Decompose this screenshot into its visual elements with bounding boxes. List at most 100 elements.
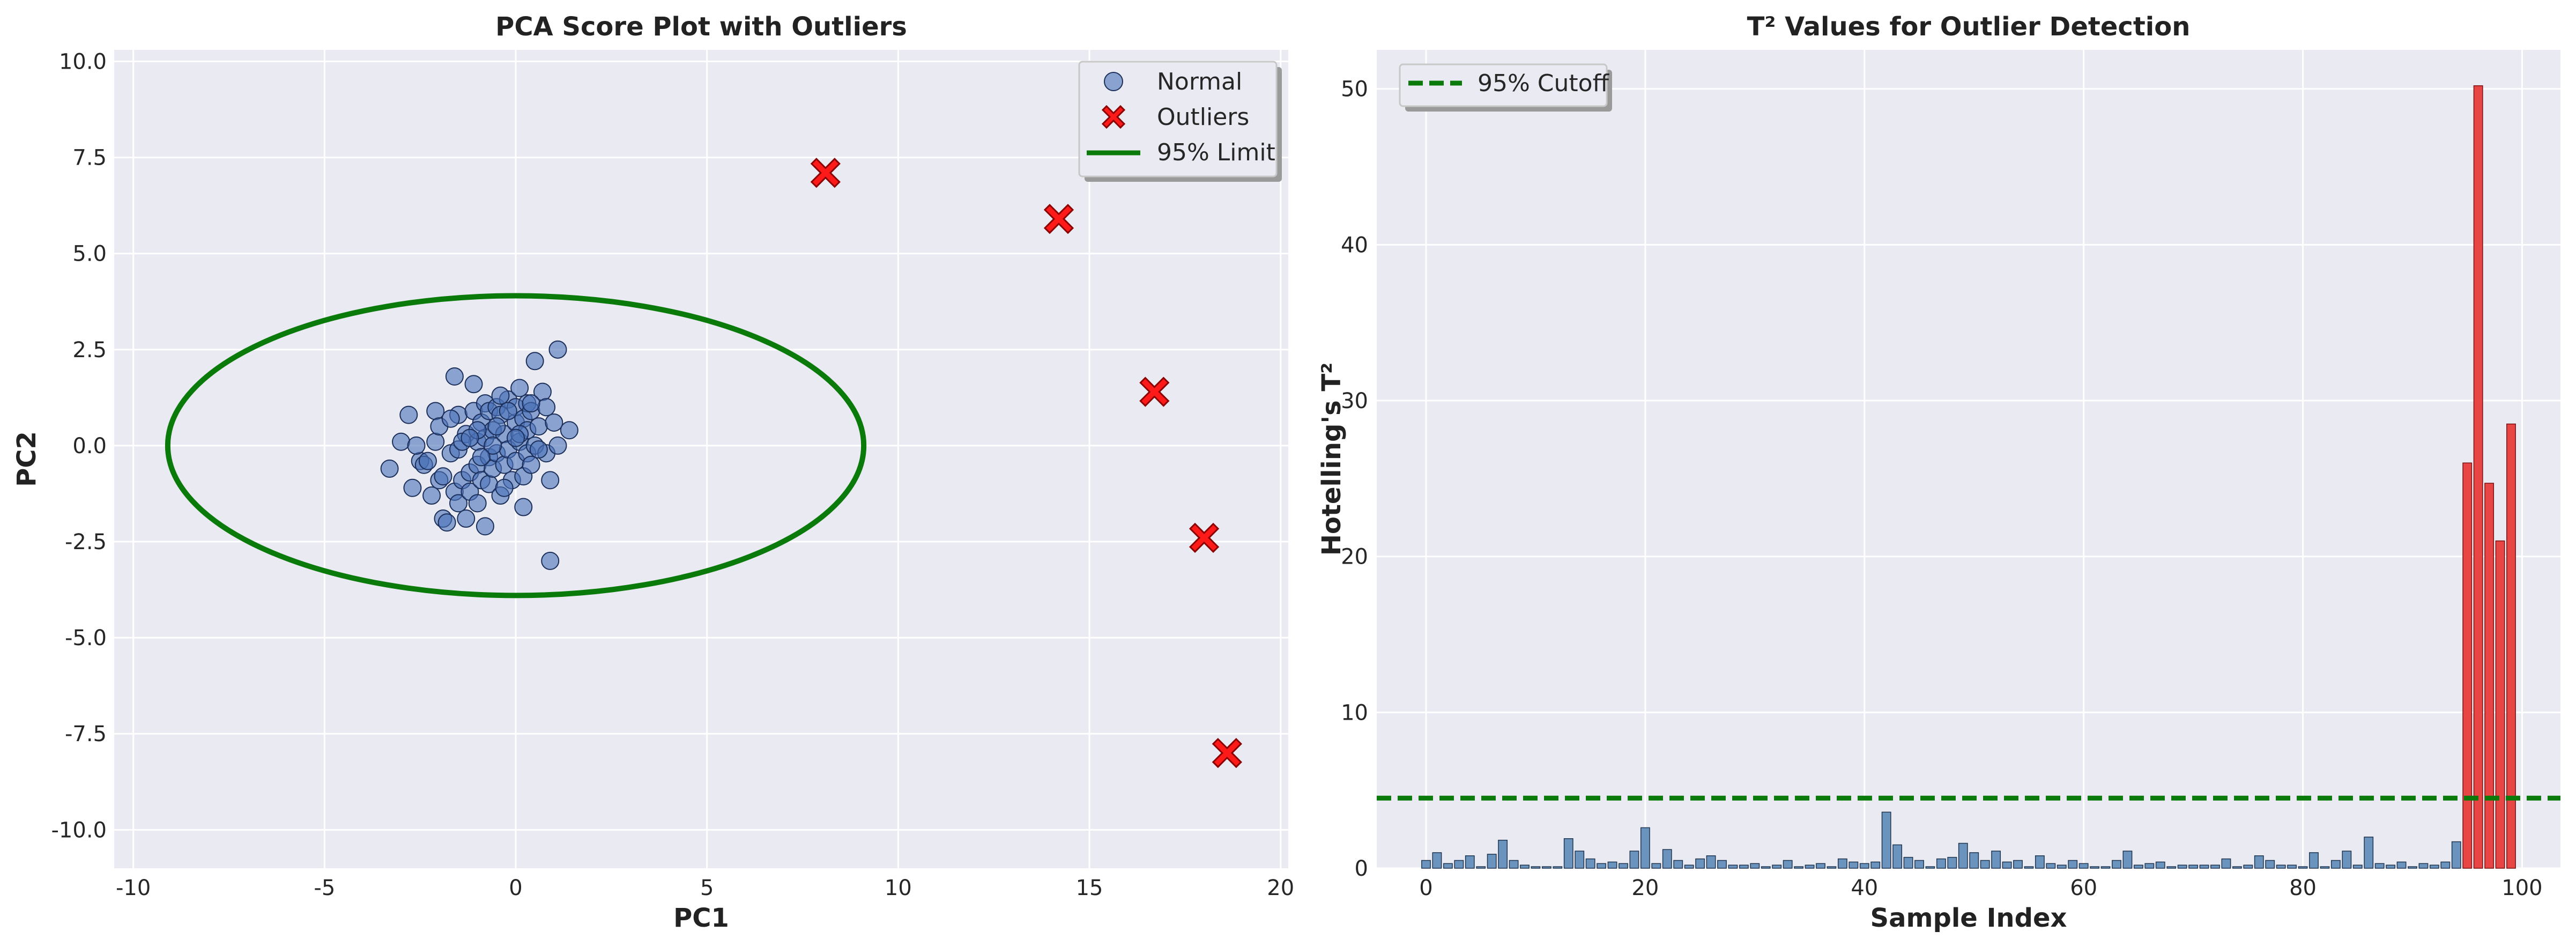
pca-normal-point — [495, 478, 514, 497]
pca-normal-point — [472, 448, 491, 467]
t2-bar — [1936, 858, 1946, 869]
pca-normal-point — [507, 428, 525, 447]
t2-y-tick-label: 30 — [1341, 389, 1368, 413]
t2-bar — [2276, 864, 2286, 869]
pca-x-tick-label: 5 — [700, 876, 714, 900]
t2-bar — [1881, 811, 1891, 869]
t2-bar — [2078, 863, 2089, 869]
pca-y-tick-label: 2.5 — [72, 338, 107, 363]
t2-bar — [1662, 849, 1672, 869]
t2-bar — [1849, 861, 1859, 869]
t2-bar — [1914, 860, 1924, 869]
t2-bar — [1783, 860, 1793, 869]
t2-bar — [1597, 863, 1607, 869]
pca-normal-point — [380, 459, 399, 478]
pca-95-limit-ellipse-path — [165, 293, 867, 598]
t2-bar-chart: 0 20 40 60 80 100 0 10 20 30 40 50 T² Values for O… — [1317, 12, 2560, 933]
t2-bar — [1487, 854, 1497, 869]
t2-bar — [1837, 858, 1847, 869]
t2-bar — [2046, 863, 2056, 869]
legend-normal-marker — [1104, 72, 1123, 91]
t2-bar — [2057, 864, 2067, 869]
pca-normal-point — [525, 352, 544, 371]
pca-normal-point — [422, 486, 441, 505]
t2-bar — [1750, 863, 1760, 869]
pca-outlier-point — [1043, 204, 1074, 234]
pca-normal-point — [541, 471, 560, 490]
t2-y-axis-label: Hotelling's T² — [1317, 363, 1347, 556]
pca-normal-point — [403, 478, 422, 497]
pca-outlier-point — [1139, 376, 1170, 407]
t2-bar — [2002, 861, 2012, 869]
pca-y-tick-label: -7.5 — [65, 722, 107, 747]
t2-bar — [1827, 866, 1837, 869]
pca-y-tick-label: -10.0 — [51, 818, 107, 842]
t2-bar — [1728, 864, 1738, 869]
pca-legend-box — [1078, 61, 1278, 178]
t2-bar — [2144, 863, 2155, 869]
pca-y-tick-label: 5.0 — [72, 242, 107, 267]
t2-bar — [2287, 864, 2297, 869]
t2-bar — [2155, 861, 2165, 869]
t2-outlier-bar — [2462, 462, 2473, 869]
pca-y-tick-label: 10.0 — [59, 49, 107, 74]
pca-outlier-points — [810, 158, 1242, 768]
legend-cutoff-label: 95% Cutoff — [1478, 70, 1610, 97]
t2-bar — [2199, 864, 2209, 869]
pca-normal-point — [541, 551, 560, 570]
t2-bar — [1629, 851, 1639, 869]
legend-outliers-label: Outliers — [1157, 104, 1249, 131]
pca-y-tick-labels: -10.0 -7.5 -5.0 -2.5 0.0 2.5 5.0 7.5 10.0 — [51, 49, 107, 842]
t2-bar — [1859, 863, 1869, 869]
t2-bar — [1695, 858, 1705, 869]
t2-bar — [2451, 841, 2461, 869]
pca-y-axis-label: PC2 — [12, 431, 42, 487]
pca-x-tick-labels: -10 -5 0 5 10 15 20 — [116, 876, 1294, 900]
pca-y-tick-label: 0.0 — [72, 434, 107, 459]
t2-bar — [1563, 838, 1573, 869]
t2-bar — [1585, 858, 1595, 869]
pca-normal-point — [426, 402, 445, 420]
pca-normal-point — [437, 513, 456, 532]
t2-bar — [1958, 842, 1968, 869]
t2-x-tick-label: 40 — [1851, 876, 1878, 900]
pca-x-tick-label: -10 — [116, 876, 151, 900]
pca-95-limit-ellipse — [165, 293, 867, 598]
t2-bar — [1476, 866, 1486, 869]
t2-bar — [1870, 861, 1881, 869]
t2-gridlines — [1377, 50, 2560, 869]
t2-bar — [2210, 864, 2220, 869]
t2-bar — [1575, 851, 1585, 869]
t2-bar — [1443, 863, 1453, 869]
t2-bar — [1969, 852, 1979, 869]
t2-x-tick-label: 0 — [1419, 876, 1432, 900]
pca-normal-point — [468, 494, 487, 513]
t2-bar — [2068, 860, 2078, 869]
t2-outlier-bar — [2495, 540, 2505, 869]
pca-normal-point — [392, 432, 411, 451]
t2-bar — [2232, 866, 2242, 869]
pca-normal-point — [537, 398, 556, 417]
t2-bar — [1794, 866, 1804, 869]
pca-normal-point — [514, 498, 533, 516]
t2-bars — [1421, 85, 2516, 869]
pca-normal-point — [522, 394, 540, 413]
t2-bar — [1454, 860, 1464, 869]
t2-bar — [1640, 827, 1650, 869]
legend-normal-label: Normal — [1157, 68, 1242, 95]
t2-bar — [1717, 860, 1727, 869]
t2-bar — [2254, 855, 2264, 869]
pca-normal-point — [457, 509, 476, 528]
pca-normal-point — [464, 375, 483, 394]
t2-y-tick-labels: 0 10 20 30 40 50 — [1341, 77, 1368, 881]
t2-y-tick-label: 0 — [1355, 856, 1368, 881]
pca-normal-point — [491, 386, 510, 405]
pca-normal-point — [434, 467, 452, 486]
pca-outlier-point — [810, 158, 841, 188]
pca-y-tick-label: 7.5 — [72, 146, 107, 171]
pca-x-tick-label: 20 — [1267, 876, 1294, 900]
t2-x-tick-labels: 0 20 40 60 80 100 — [1419, 876, 2542, 900]
t2-bar — [1509, 860, 1519, 869]
t2-bar — [2090, 866, 2100, 869]
t2-bar — [2013, 860, 2023, 869]
